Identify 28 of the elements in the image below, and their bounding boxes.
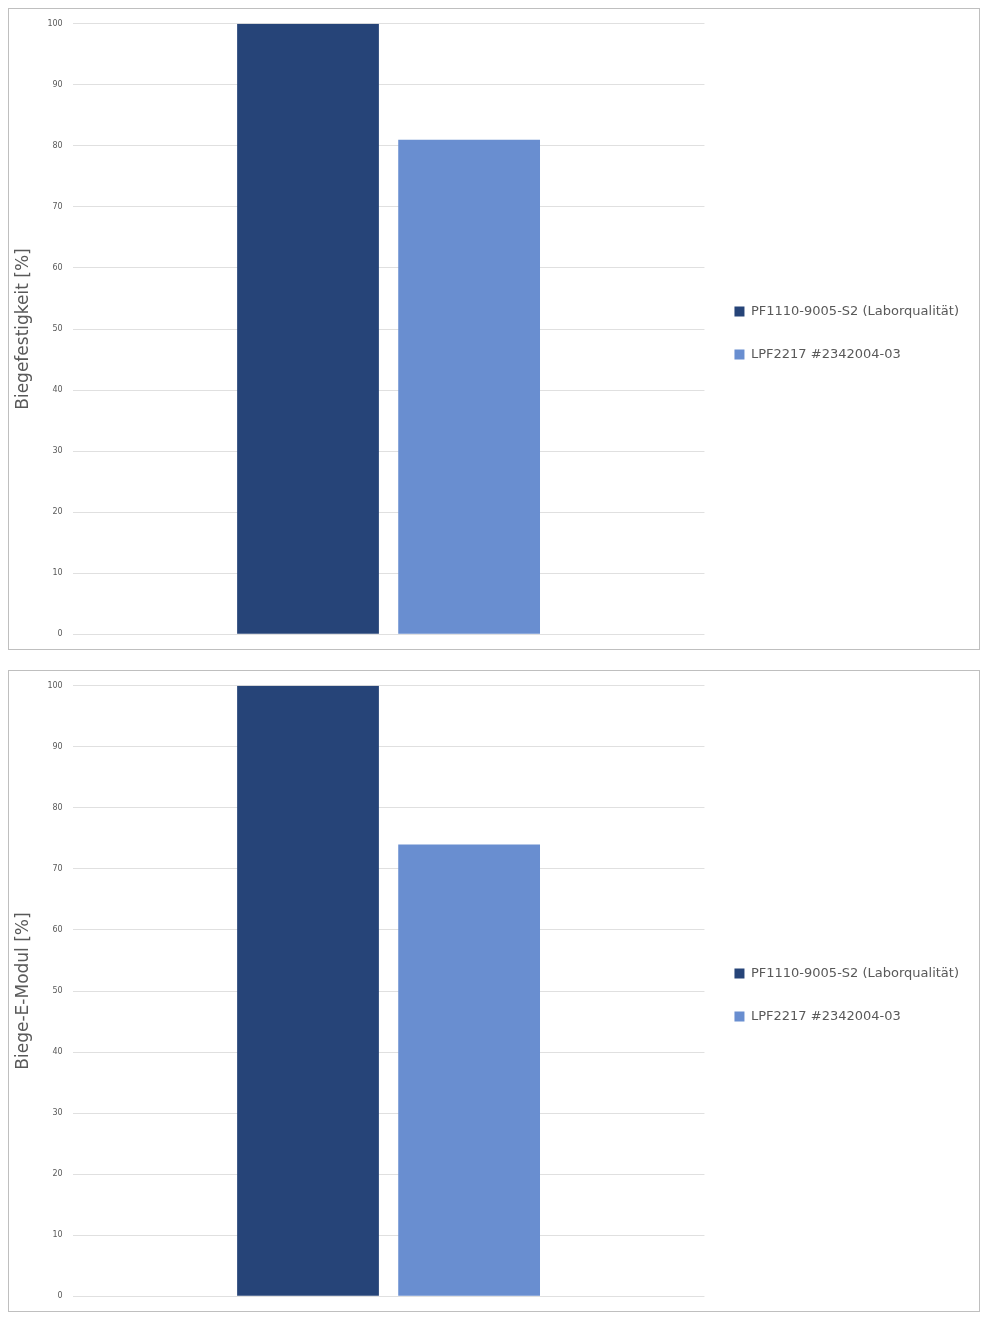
y-tick-label: 50 (52, 324, 63, 334)
y-tick-label: 20 (52, 507, 63, 517)
y-tick-label: 100 (47, 18, 63, 28)
y-tick-label: 10 (52, 568, 63, 578)
y-tick-label: 90 (52, 741, 63, 751)
y-tick-label: 40 (52, 385, 63, 395)
legend-label: PF1110-9005-S2 (Laborqualität) (750, 302, 960, 318)
y-axis-title: Biegefestigkeit [%] (11, 248, 32, 410)
legend-label: LPF2217 #2342004-03 (750, 1007, 901, 1023)
y-tick-label: 30 (52, 1108, 63, 1118)
y-tick-label: 0 (57, 629, 63, 639)
legend-label: PF1110-9005-S2 (Laborqualität) (750, 964, 960, 980)
y-tick-label: 40 (52, 1047, 63, 1057)
y-tick-label: 50 (52, 986, 63, 996)
y-tick-label: 70 (52, 864, 63, 873)
y-tick-label: 0 (57, 1291, 63, 1301)
y-tick-label: 70 (52, 202, 63, 211)
y-tick-label: 90 (52, 79, 63, 89)
y-tick-label: 30 (52, 446, 63, 456)
y-tick-label: 60 (52, 263, 63, 273)
y-tick-label: 100 (47, 680, 63, 690)
y-tick-label: 10 (52, 1230, 63, 1240)
legend-label: LPF2217 #2342004-03 (750, 345, 901, 361)
y-tick-label: 80 (52, 140, 63, 150)
y-tick-label: 20 (52, 1169, 63, 1179)
y-tick-label: 60 (52, 925, 63, 935)
y-tick-label: 80 (52, 802, 63, 812)
y-axis-title: Biege-E-Modul [%] (11, 912, 32, 1070)
